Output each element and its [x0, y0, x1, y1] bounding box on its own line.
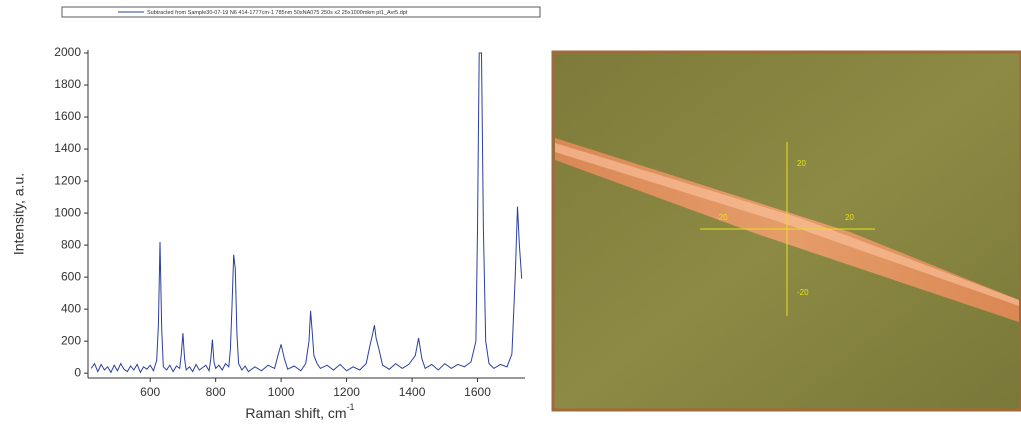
x-axis-label: Raman shift, cm-1 — [245, 402, 354, 420]
x-tick-label: 1200 — [333, 385, 360, 399]
crosshair — [700, 142, 875, 316]
y-tick-label: 1200 — [54, 173, 81, 187]
y-tick-label: 2000 — [54, 45, 81, 59]
scale-label: -20 — [716, 213, 728, 222]
y-tick-label: 1000 — [54, 205, 81, 219]
y-axis-label: Intensity, a.u. — [11, 173, 27, 255]
x-axis-label-main: Raman shift, cm — [245, 405, 346, 421]
x-tick-label: 800 — [206, 385, 226, 399]
scale-label: 20 — [797, 159, 806, 168]
x-axis-label-sup: -1 — [347, 402, 355, 412]
y-tick-label: 600 — [61, 269, 81, 283]
x-tick-label: 1400 — [399, 385, 426, 399]
scale-label: -20 — [797, 288, 809, 297]
y-tick-label: 200 — [61, 333, 81, 347]
spectrum-line — [90, 52, 523, 374]
y-tick-label: 1800 — [54, 77, 81, 91]
scale-label: 20 — [845, 213, 854, 222]
y-tick-label: 800 — [61, 237, 81, 251]
y-tick-label: 0 — [74, 365, 81, 379]
y-tick-label: 1400 — [54, 141, 81, 155]
legend-box — [61, 6, 541, 18]
micrograph: 20 -20 20 -20 — [551, 50, 1021, 412]
x-tick-label: 1000 — [268, 385, 295, 399]
x-tick-label: 600 — [140, 385, 160, 399]
fiber-highlight — [555, 143, 1019, 306]
y-tick-label: 1600 — [54, 109, 81, 123]
y-tick-label: 400 — [61, 301, 81, 315]
legend-text: Subtracted from Sample30-07-19 N6 414-17… — [147, 10, 408, 16]
x-tick-label: 1600 — [464, 385, 491, 399]
plot-area — [90, 52, 523, 374]
